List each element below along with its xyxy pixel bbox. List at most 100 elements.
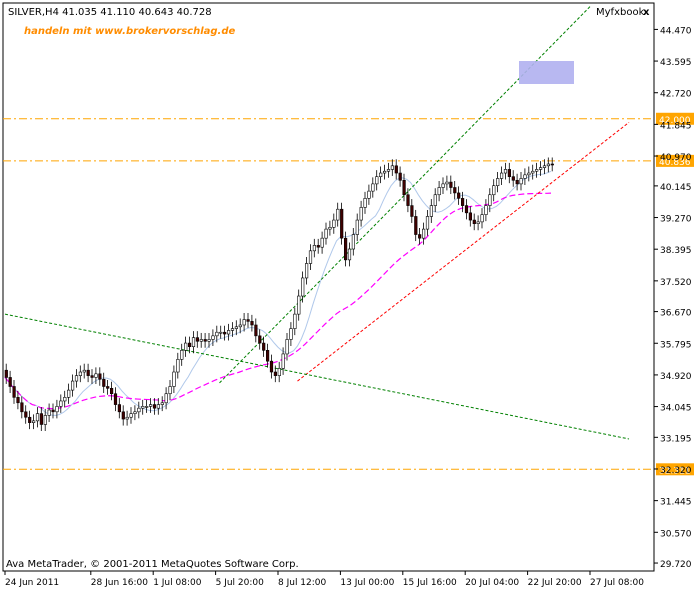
- x-tick-label: 15 Jul 16:00: [403, 578, 457, 588]
- trendline-red-1: [297, 121, 630, 382]
- candle-body: [297, 295, 301, 315]
- y-tick-label: 30.570: [660, 529, 692, 539]
- candle-body: [164, 393, 168, 404]
- candle-body: [437, 187, 441, 196]
- candle-body: [43, 415, 47, 425]
- close-icon[interactable]: x: [643, 7, 650, 18]
- candle-body: [82, 369, 86, 373]
- y-tick-label: 35.795: [660, 340, 692, 350]
- candle-body: [394, 165, 398, 174]
- candle-body: [515, 179, 519, 185]
- candle-body: [402, 179, 406, 196]
- candle-body: [47, 409, 51, 416]
- candle-body: [125, 416, 129, 420]
- candle-body: [149, 404, 153, 407]
- candle-body: [20, 402, 24, 413]
- candle-body: [519, 178, 523, 185]
- candle-body: [351, 234, 356, 250]
- candle-body: [503, 169, 508, 174]
- candle-body: [347, 248, 352, 261]
- y-tick-label: 43.595: [660, 58, 692, 68]
- candle-body: [484, 205, 488, 215]
- ma-slow-line: [4, 192, 552, 410]
- indicator-label: Myfxbook: [596, 7, 645, 18]
- candle-body: [250, 321, 254, 326]
- candle-body: [35, 413, 40, 422]
- y-tick-label: 40.970: [660, 153, 692, 163]
- candle-body: [137, 407, 141, 413]
- y-tick-label: 31.445: [660, 498, 692, 508]
- level-tag-label-1: 40.836: [659, 158, 691, 168]
- candle-body: [31, 420, 36, 423]
- candle-body: [160, 402, 164, 405]
- x-tick-label: 22 Jul 20:00: [528, 578, 582, 588]
- candle-body: [429, 205, 434, 217]
- candle-body: [8, 377, 12, 387]
- candle-body: [480, 214, 484, 223]
- candle-body: [464, 205, 469, 214]
- y-tick-label: 40.145: [660, 183, 692, 193]
- candle-body: [86, 369, 90, 376]
- level-tag-label-2: 32.311: [659, 466, 691, 476]
- candle-body: [460, 198, 465, 206]
- candle-body: [55, 406, 59, 413]
- candle-body: [184, 342, 188, 351]
- candle-body: [542, 165, 547, 168]
- candle-body: [156, 404, 161, 409]
- candle-body: [98, 373, 102, 380]
- candle-body: [51, 409, 55, 413]
- candle-body: [359, 207, 363, 221]
- y-tick-label: 38.395: [660, 246, 692, 256]
- watermark-text: handeln mit www.brokervorschlag.de: [24, 26, 236, 37]
- candle-body: [304, 263, 309, 279]
- candle-body: [39, 413, 43, 425]
- level-tag-0: [656, 112, 694, 125]
- candle-body: [355, 219, 359, 235]
- candle-body: [110, 387, 114, 395]
- chart-title: SILVER,H4 41.035 41.110 40.643 40.728: [8, 7, 212, 18]
- candle-body: [332, 219, 336, 228]
- candle-body: [476, 221, 480, 224]
- candle-body: [340, 208, 344, 239]
- candle-body: [74, 375, 79, 382]
- candle-body: [398, 172, 402, 181]
- candle-body: [199, 339, 203, 342]
- candle-body: [215, 331, 219, 337]
- candle-body: [211, 335, 215, 340]
- candle-body: [28, 416, 32, 423]
- candle-body: [191, 337, 196, 347]
- candle-body: [390, 165, 395, 170]
- candle-body: [363, 198, 367, 208]
- candle-body: [273, 371, 278, 376]
- level-tag-2: [656, 463, 694, 476]
- candle-body: [262, 342, 266, 351]
- candle-body: [94, 373, 98, 378]
- x-tick-label: 27 Jul 08:00: [590, 578, 644, 588]
- candle-body: [227, 330, 231, 335]
- candle-body: [24, 411, 28, 418]
- plot-frame: [2, 2, 655, 572]
- candle-body: [277, 368, 281, 376]
- candle-body: [121, 411, 125, 420]
- y-tick-label: 32.320: [660, 466, 692, 476]
- candle-body: [145, 406, 149, 408]
- candle-body: [180, 350, 184, 360]
- candle-body: [207, 339, 211, 342]
- candle-body: [254, 324, 258, 337]
- y-tick-label: 42.720: [660, 90, 692, 100]
- candle-body: [418, 234, 422, 239]
- candle-body: [523, 174, 527, 179]
- candle-body: [301, 277, 305, 297]
- highlight-box: [519, 61, 574, 84]
- candle-body: [141, 406, 145, 409]
- candle-body: [324, 228, 328, 239]
- y-tick-label: 33.195: [660, 434, 692, 444]
- candle-body: [507, 169, 512, 177]
- candle-body: [414, 216, 418, 235]
- y-tick-label: 37.520: [660, 278, 692, 288]
- candle-body: [379, 172, 383, 177]
- candle-body: [67, 389, 71, 398]
